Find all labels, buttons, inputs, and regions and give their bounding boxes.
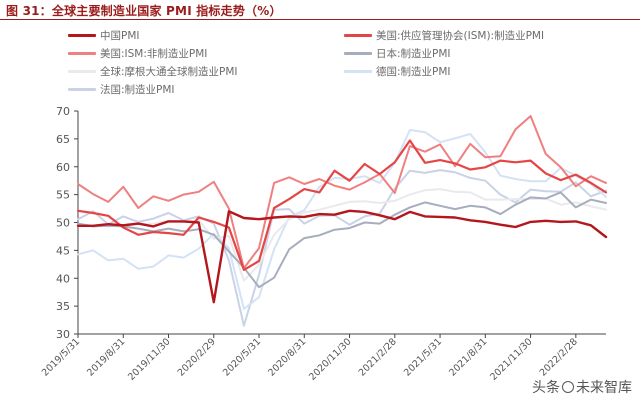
legend-swatch (344, 52, 372, 55)
y-tick-label: 60 (56, 161, 70, 174)
y-tick-label: 40 (56, 272, 70, 285)
figure-title: 图 31：全球主要制造业国家 PMI 指标走势（%） (6, 4, 282, 18)
legend-item-germany: 德国:制造业PMI (344, 64, 451, 79)
chart-legend: 中国PMI 美国:供应管理协会(ISM):制造业PMI 美国:ISM:非制造业P… (68, 28, 628, 100)
legend-item-japan: 日本:制造业PMI (344, 46, 451, 61)
y-tick-label: 50 (56, 217, 70, 230)
series-line-4 (77, 188, 607, 282)
x-tick-label: 2021/2/28 (357, 336, 399, 378)
x-tick-label: 2020/8/31 (266, 336, 308, 378)
legend-swatch (344, 34, 372, 37)
legend-item-global: 全球:摩根大通全球制造业PMI (68, 64, 238, 79)
y-tick-label: 35 (56, 300, 70, 313)
legend-label: 德国:制造业PMI (376, 66, 451, 78)
legend-swatch (68, 88, 96, 91)
y-tick-label: 70 (56, 105, 70, 118)
x-tick-label: 2021/11/30 (488, 336, 535, 383)
legend-swatch (344, 70, 372, 73)
legend-label: 日本:制造业PMI (376, 48, 451, 60)
series-line-3 (77, 191, 607, 289)
x-tick-label: 2020/11/30 (307, 336, 354, 383)
x-tick-label: 2021/5/31 (402, 336, 444, 378)
series-line-6 (77, 169, 607, 327)
legend-item-france: 法国:制造业PMI (68, 82, 175, 97)
y-tick-label: 45 (56, 244, 70, 257)
eye-icon (562, 381, 574, 393)
watermark-prefix: 头条 (532, 380, 560, 396)
y-tick-label: 55 (56, 189, 70, 202)
legend-label: 美国:ISM:非制造业PMI (100, 48, 208, 60)
legend-swatch (68, 34, 96, 37)
x-tick-label: 2020/5/31 (221, 336, 263, 378)
legend-label: 中国PMI (100, 30, 140, 42)
legend-label: 美国:供应管理协会(ISM):制造业PMI (376, 30, 545, 42)
x-tick-label: 2020/2/29 (176, 336, 218, 378)
x-tick-label: 2021/8/31 (447, 336, 489, 378)
watermark-brand: 未来智库 (576, 380, 632, 396)
legend-item-china: 中国PMI (68, 28, 140, 43)
x-tick-label: 2019/11/30 (126, 336, 173, 383)
series-line-0 (76, 209, 608, 304)
y-tick-label: 30 (56, 328, 70, 341)
title-divider (0, 19, 640, 20)
legend-label: 全球:摩根大通全球制造业PMI (100, 66, 238, 78)
series-line-5 (77, 129, 607, 310)
series-line-1 (76, 139, 608, 271)
x-tick-label: 2022/2/28 (538, 336, 580, 378)
legend-label: 法国:制造业PMI (100, 84, 175, 96)
legend-swatch (68, 70, 96, 73)
watermark: 头条 未来智库 (532, 377, 632, 397)
x-tick-label: 2019/5/31 (40, 336, 82, 378)
legend-swatch (68, 52, 96, 55)
legend-item-us-nonmfg: 美国:ISM:非制造业PMI (68, 46, 207, 61)
legend-item-us-ism: 美国:供应管理协会(ISM):制造业PMI (344, 28, 544, 43)
series-line-2 (77, 115, 607, 270)
y-tick-label: 65 (56, 133, 70, 146)
x-tick-label: 2019/8/31 (85, 336, 127, 378)
